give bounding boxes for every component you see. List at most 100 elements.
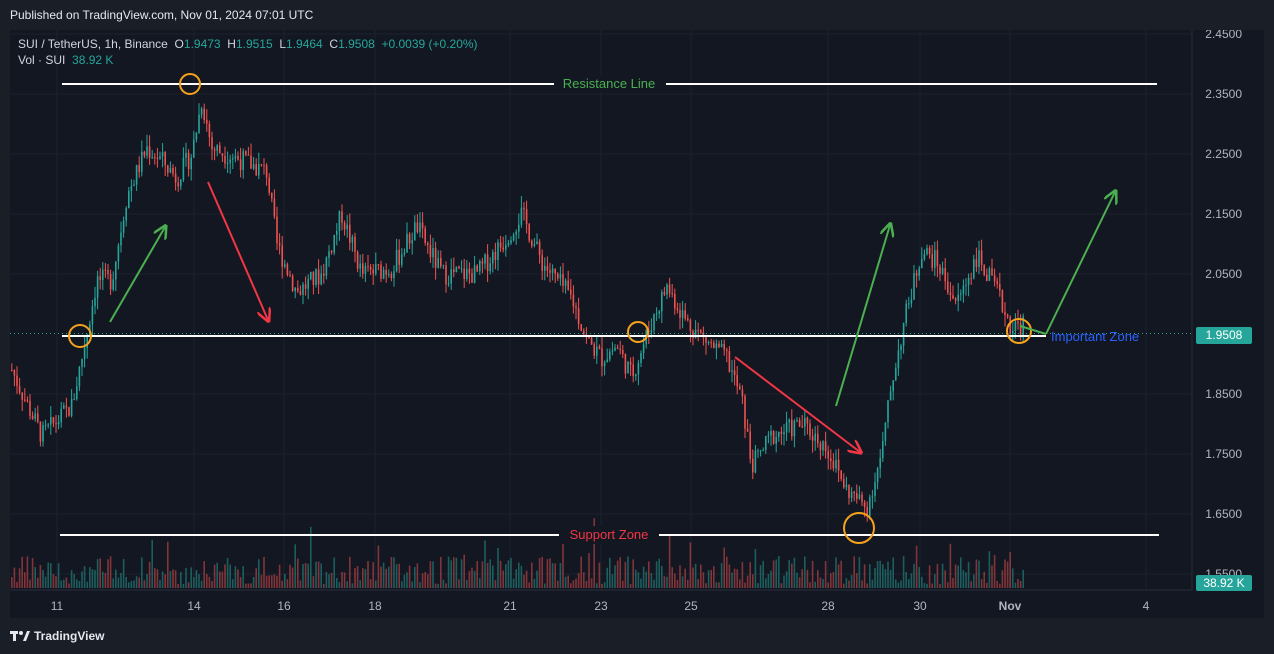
candle-body [81,358,83,367]
candle-body [928,247,931,255]
volume-bar [632,559,634,588]
volume-bar [494,580,497,588]
volume-bar [390,557,393,588]
volume-bar [174,570,177,588]
candle-body [258,164,260,176]
legend-h-label-text: H [227,37,236,51]
volume-bar [250,583,252,588]
volume-bar [161,571,164,588]
volume-bar [143,580,146,588]
volume-bar [1012,568,1014,588]
candle-body [486,254,489,272]
candle-body [850,491,853,498]
candle-body [720,343,723,347]
candle-body [502,247,504,250]
volume-bar [76,579,78,588]
volume-bar [931,583,933,588]
candle-body [388,273,390,275]
candle-body [666,284,668,295]
volume-bar [557,580,559,588]
candle-body [411,240,413,244]
volume-bar [988,551,991,588]
candle-body [606,359,608,363]
candle-body [811,436,814,441]
candle-body [385,269,387,275]
time-tick: 16 [277,599,291,613]
candle-body [91,306,94,325]
time-tick: 21 [503,599,517,613]
volume-bar [359,580,361,588]
candle-body [177,182,179,187]
volume-bar [107,559,109,588]
price-axis[interactable]: 2.4500 2.3500 2.2500 2.1500 2.0500 1.8500 1.75… [1205,30,1242,581]
volume-bar [156,569,159,588]
candle-body [351,236,354,243]
candle-body [250,155,252,169]
volume-bar [926,583,928,588]
candle-body [882,441,884,459]
tradingview-logo-icon [10,631,30,641]
candle-body [34,413,36,419]
volume-bar [148,561,151,588]
candle-body [440,258,442,267]
chart-svg[interactable]: Resistance Line Important Zone Support Z… [10,30,1264,618]
volume-bar [1014,582,1017,588]
candle-body [741,389,744,397]
time-tick: 28 [821,599,835,613]
volume-bar [520,565,523,588]
volume-bar [845,578,848,588]
volume-bar [1006,561,1009,588]
candle-body [221,153,224,157]
published-text: Published on TradingView.com, Nov 01, 20… [10,8,314,22]
candle-body [76,386,78,400]
candle-body [419,222,421,233]
candle-body [372,269,374,274]
volume-bar [29,579,31,588]
tradingview-logo[interactable]: TradingView [10,629,104,643]
volume-bar [824,560,827,588]
candle-body [609,351,611,360]
candle-body [271,192,273,199]
candle-body [840,470,842,479]
volume-bar [382,562,385,588]
volume-bar [375,580,377,588]
volume-bar [648,561,650,588]
volume-bar [208,576,211,588]
legend-volume-row: Vol · SUI 38.92 K [18,52,478,68]
candle-body [1012,330,1014,334]
volume-bar [562,539,564,588]
chart-frame[interactable]: Resistance Line Important Zone Support Z… [10,30,1264,618]
volume-bar [294,544,296,588]
volume-bar [234,566,237,588]
candle-body [653,314,655,331]
candle-body [705,335,707,343]
candle-body [406,233,408,253]
candle-body [364,266,367,274]
candle-body [359,263,361,269]
candle-body [130,185,133,191]
candle-body [668,284,671,294]
volume-bar [952,577,954,588]
volume-bar [770,570,772,588]
candle-body [713,342,715,349]
volume-bar [434,583,437,588]
volume-bar [460,559,463,588]
volume-bar [551,563,554,588]
volume-bar [185,568,187,588]
volume-bar [973,574,975,588]
candle-body [804,417,806,427]
volume-bar [24,572,26,588]
volume-bar [702,572,705,588]
candle-body [965,284,967,286]
volume-bar [804,556,806,588]
time-axis[interactable]: 11 14 16 18 21 23 25 28 30 Nov 4 [51,599,1150,613]
volume-bar [133,580,135,588]
volume-bar [278,564,281,588]
volume-bar [538,558,541,588]
candle-body [466,268,468,280]
candle-body [902,323,905,346]
candle-body [793,421,796,437]
candle-body [650,330,653,333]
candle-body [367,266,369,268]
time-tick: 23 [594,599,608,613]
